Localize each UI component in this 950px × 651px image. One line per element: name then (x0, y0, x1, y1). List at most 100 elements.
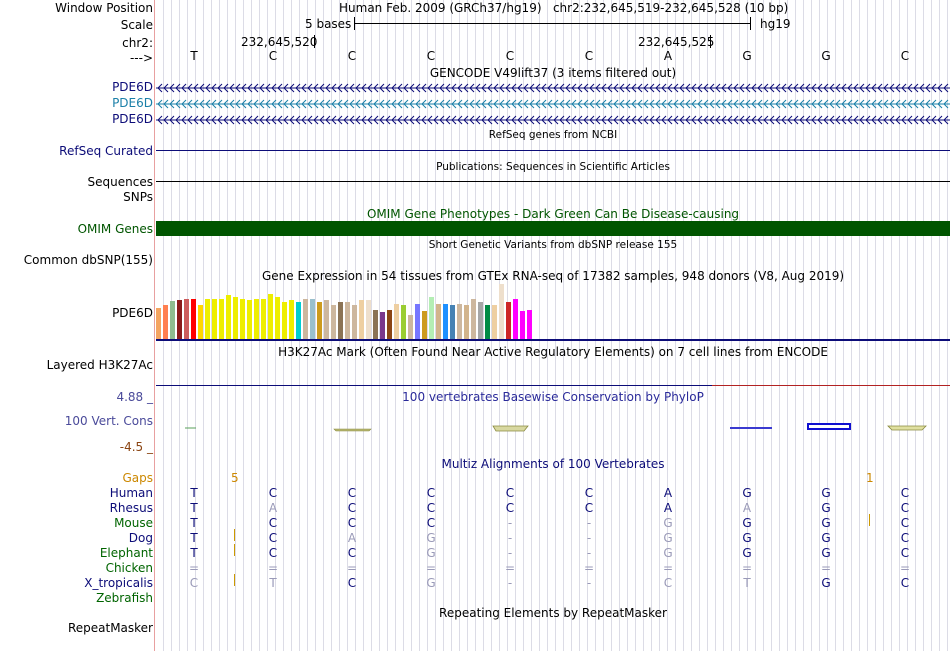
gtex-bar[interactable] (191, 299, 197, 339)
gtex-bar[interactable] (163, 305, 169, 339)
species-label[interactable]: Elephant (99, 546, 153, 560)
gtex-bar[interactable] (499, 284, 505, 339)
gtex-bar[interactable] (380, 312, 386, 339)
gtex-bar[interactable] (219, 299, 225, 339)
gtex-bar[interactable] (471, 299, 477, 339)
gtex-bar[interactable] (205, 299, 211, 339)
species-label[interactable]: Zebrafish (96, 591, 153, 605)
gtex-bar[interactable] (317, 302, 323, 339)
gtex-bar[interactable] (275, 297, 281, 339)
gtex-bar[interactable] (296, 302, 302, 339)
gtex-bar[interactable] (485, 305, 491, 339)
gtex-bar[interactable] (366, 300, 372, 339)
gtex-bar[interactable] (212, 299, 218, 339)
gtex-bar[interactable] (415, 304, 421, 339)
gtex-bar[interactable] (261, 299, 267, 339)
aligned-base: = (504, 561, 516, 575)
pubs-label[interactable]: Sequences (87, 175, 153, 189)
gtex-bar[interactable] (492, 305, 498, 339)
gtex-bar[interactable] (156, 308, 162, 339)
gtex-bar[interactable] (247, 300, 253, 339)
gtex-bar[interactable] (303, 299, 309, 339)
gtex-bar[interactable] (422, 311, 428, 339)
gencode-gene-feature[interactable] (156, 114, 950, 128)
dbsnp-label[interactable]: Common dbSNP(155) (23, 253, 153, 267)
cons-title[interactable]: 100 vertebrates Basewise Conservation by… (402, 390, 704, 404)
grid-line (371, 0, 372, 651)
gtex-bar[interactable] (429, 297, 435, 339)
gtex-bar[interactable] (254, 299, 260, 339)
gtex-bar[interactable] (457, 304, 463, 339)
gtex-bar[interactable] (170, 301, 176, 339)
rmsk-title[interactable]: Repeating Elements by RepeatMasker (439, 606, 667, 620)
species-label[interactable]: Mouse (114, 516, 153, 530)
gtex-bar[interactable] (268, 294, 274, 339)
gencode-gene-feature[interactable] (156, 98, 950, 112)
species-label[interactable]: Dog (128, 531, 153, 545)
rmsk-label[interactable]: RepeatMasker (67, 621, 153, 635)
gtex-bar[interactable] (198, 305, 204, 339)
grid-line (883, 0, 884, 651)
gtex-bar[interactable] (282, 302, 288, 339)
species-label[interactable]: Human (109, 486, 153, 500)
omim-label[interactable]: OMIM Genes (77, 222, 153, 236)
species-label[interactable]: X_tropicalis (84, 576, 153, 590)
gtex-bar[interactable] (527, 310, 533, 339)
gtex-bar[interactable] (387, 310, 393, 339)
gtex-bar[interactable] (464, 305, 470, 339)
gtex-bar[interactable] (233, 297, 239, 339)
strand-label: ---> (129, 51, 153, 65)
gtex-bar[interactable] (359, 300, 365, 339)
omim-feature[interactable] (156, 221, 950, 236)
omim-title[interactable]: OMIM Gene Phenotypes - Dark Green Can Be… (366, 207, 740, 221)
gtex-bar[interactable] (478, 302, 484, 339)
gtex-bar[interactable] (352, 305, 358, 339)
species-label[interactable]: Chicken (105, 561, 153, 575)
gtex-bar[interactable] (394, 304, 400, 339)
cons-label[interactable]: 100 Vert. Cons (64, 414, 153, 428)
h3k27ac-title[interactable]: H3K27Ac Mark (Often Found Near Active Re… (278, 345, 828, 359)
reference-base: G (742, 49, 752, 63)
gtex-bar[interactable] (450, 305, 456, 339)
species-label[interactable]: Rhesus (109, 501, 153, 515)
gtex-bar[interactable] (226, 295, 232, 339)
dbsnp-title[interactable]: Short Genetic Variants from dbSNP releas… (428, 239, 678, 251)
gtex-bar[interactable] (436, 304, 442, 339)
h3k27ac-label[interactable]: Layered H3K27Ac (46, 358, 153, 372)
gtex-label[interactable]: PDE6D (112, 306, 153, 320)
snps-label[interactable]: SNPs (123, 190, 153, 204)
gtex-bar[interactable] (310, 299, 316, 339)
gencode-title[interactable]: GENCODE V49lift37 (3 items filtered out) (429, 66, 677, 80)
gtex-bar[interactable] (240, 299, 246, 339)
refseq-title[interactable]: RefSeq genes from NCBI (488, 129, 618, 141)
refseq-feature[interactable] (156, 150, 950, 151)
assembly-position-text[interactable]: Human Feb. 2009 (GRCh37/hg19) chr2:232,6… (339, 1, 789, 15)
gtex-bar[interactable] (520, 311, 526, 339)
multiz-title[interactable]: Multiz Alignments of 100 Vertebrates (441, 457, 665, 471)
gtex-bar[interactable] (513, 299, 519, 339)
pubs-feature[interactable] (156, 181, 950, 182)
gtex-bar[interactable] (408, 315, 414, 339)
aligned-base: = (899, 561, 911, 575)
gtex-bar[interactable] (345, 302, 351, 339)
gtex-bar[interactable] (331, 305, 337, 339)
gtex-bar[interactable] (373, 310, 379, 339)
gtex-bar[interactable] (184, 299, 190, 339)
pubs-title[interactable]: Publications: Sequences in Scientific Ar… (436, 161, 670, 173)
gtex-bar[interactable] (177, 300, 183, 339)
gtex-bar[interactable] (324, 300, 330, 339)
gencode-gene-feature[interactable] (156, 82, 950, 96)
gtex-bar[interactable] (506, 302, 512, 339)
gencode-gene-label[interactable]: PDE6D (112, 96, 153, 110)
refseq-label[interactable]: RefSeq Curated (59, 144, 153, 158)
gtex-bar[interactable] (401, 305, 407, 339)
gtex-bar[interactable] (443, 304, 449, 339)
gtex-title[interactable]: Gene Expression in 54 tissues from GTEx … (261, 269, 845, 283)
gtex-bar[interactable] (289, 300, 295, 339)
grid-line (203, 0, 204, 651)
gtex-bar[interactable] (338, 302, 344, 339)
gencode-gene-label[interactable]: PDE6D (112, 112, 153, 126)
gaps-label: Gaps (122, 471, 153, 485)
aligned-base: G (426, 546, 436, 560)
gencode-gene-label[interactable]: PDE6D (112, 80, 153, 94)
